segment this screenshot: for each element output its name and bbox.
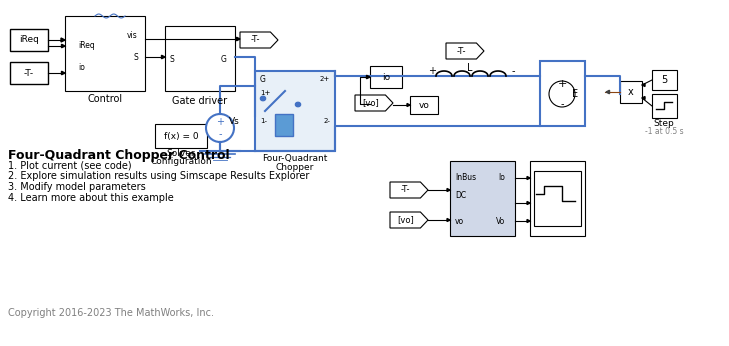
Text: Four-Quadrant: Four-Quadrant — [262, 155, 328, 164]
Text: io: io — [78, 64, 85, 73]
FancyBboxPatch shape — [652, 70, 677, 90]
Text: vo: vo — [418, 100, 429, 109]
FancyBboxPatch shape — [540, 61, 585, 126]
Polygon shape — [642, 83, 645, 86]
Text: 3. Modify model parameters: 3. Modify model parameters — [8, 182, 146, 192]
FancyBboxPatch shape — [10, 29, 48, 51]
Text: +: + — [557, 79, 566, 89]
Text: InBus: InBus — [455, 173, 476, 182]
Text: +
-: + - — [216, 117, 224, 139]
Text: vo: vo — [455, 217, 464, 226]
Text: G: G — [221, 55, 227, 64]
Text: iReq: iReq — [19, 36, 39, 45]
Text: 1-: 1- — [260, 118, 267, 124]
Polygon shape — [367, 75, 370, 79]
FancyBboxPatch shape — [275, 114, 293, 136]
Polygon shape — [606, 90, 609, 94]
Text: -T-: -T- — [456, 46, 466, 55]
Text: Solver: Solver — [167, 149, 195, 158]
Polygon shape — [447, 219, 450, 221]
Polygon shape — [162, 55, 165, 59]
Polygon shape — [390, 212, 428, 228]
Text: Step: Step — [654, 119, 674, 128]
Circle shape — [206, 114, 234, 142]
FancyBboxPatch shape — [534, 171, 581, 226]
Text: Vs: Vs — [229, 117, 239, 126]
Text: -T-: -T- — [251, 36, 260, 45]
Polygon shape — [446, 43, 484, 59]
Polygon shape — [61, 71, 65, 75]
Text: G: G — [260, 74, 266, 83]
FancyBboxPatch shape — [65, 16, 145, 91]
Text: -: - — [561, 99, 564, 109]
Text: -T-: -T- — [400, 185, 410, 194]
FancyBboxPatch shape — [530, 161, 585, 236]
FancyBboxPatch shape — [10, 62, 48, 84]
Text: 1+: 1+ — [260, 90, 270, 96]
Text: Configuration: Configuration — [150, 156, 212, 165]
Polygon shape — [61, 38, 65, 42]
FancyBboxPatch shape — [370, 66, 402, 88]
FancyBboxPatch shape — [410, 96, 438, 114]
Text: -T-: -T- — [24, 69, 34, 78]
Polygon shape — [240, 32, 278, 48]
Text: Four-Quadrant Chopper Control: Four-Quadrant Chopper Control — [8, 149, 230, 162]
Text: 4. Learn more about this example: 4. Learn more about this example — [8, 193, 174, 203]
Text: Vo: Vo — [496, 217, 505, 226]
Text: 1. Plot current (see code): 1. Plot current (see code) — [8, 160, 132, 170]
Polygon shape — [61, 44, 65, 48]
Circle shape — [549, 81, 575, 107]
FancyBboxPatch shape — [450, 161, 515, 236]
FancyBboxPatch shape — [165, 26, 235, 91]
Polygon shape — [390, 182, 428, 198]
Polygon shape — [642, 97, 645, 100]
Text: E: E — [572, 89, 578, 99]
Polygon shape — [447, 189, 450, 191]
Text: f(x) = 0: f(x) = 0 — [164, 131, 198, 140]
Text: vis: vis — [128, 31, 138, 40]
Text: 5: 5 — [661, 75, 667, 85]
Text: [vo]: [vo] — [362, 99, 378, 108]
Polygon shape — [527, 176, 530, 180]
FancyBboxPatch shape — [155, 124, 207, 148]
Text: L: L — [467, 63, 472, 73]
Text: +: + — [428, 66, 436, 76]
Polygon shape — [236, 37, 240, 41]
Text: 2. Explore simulation results using Simscape Results Explorer: 2. Explore simulation results using Sims… — [8, 171, 309, 181]
Text: S: S — [170, 55, 175, 64]
Text: [vo]: [vo] — [397, 216, 413, 225]
Text: x: x — [628, 87, 634, 97]
Polygon shape — [527, 219, 530, 222]
FancyBboxPatch shape — [620, 81, 642, 103]
Text: io: io — [382, 73, 390, 82]
FancyBboxPatch shape — [652, 94, 677, 118]
Polygon shape — [355, 95, 393, 111]
Text: DC: DC — [455, 191, 466, 200]
Text: iReq: iReq — [78, 42, 95, 51]
Polygon shape — [527, 201, 530, 204]
Text: -1 at 0.5 s: -1 at 0.5 s — [644, 127, 683, 136]
Text: Gate driver: Gate driver — [173, 96, 227, 106]
Text: S: S — [133, 53, 138, 62]
Text: Control: Control — [87, 94, 122, 104]
Text: Io: Io — [498, 173, 505, 182]
Text: 2+: 2+ — [320, 76, 330, 82]
Text: Chopper: Chopper — [276, 163, 314, 172]
Text: Copyright 2016-2023 The MathWorks, Inc.: Copyright 2016-2023 The MathWorks, Inc. — [8, 308, 214, 318]
Text: 2-: 2- — [323, 118, 330, 124]
Polygon shape — [407, 103, 410, 107]
FancyBboxPatch shape — [255, 71, 335, 151]
Text: -: - — [511, 66, 515, 76]
